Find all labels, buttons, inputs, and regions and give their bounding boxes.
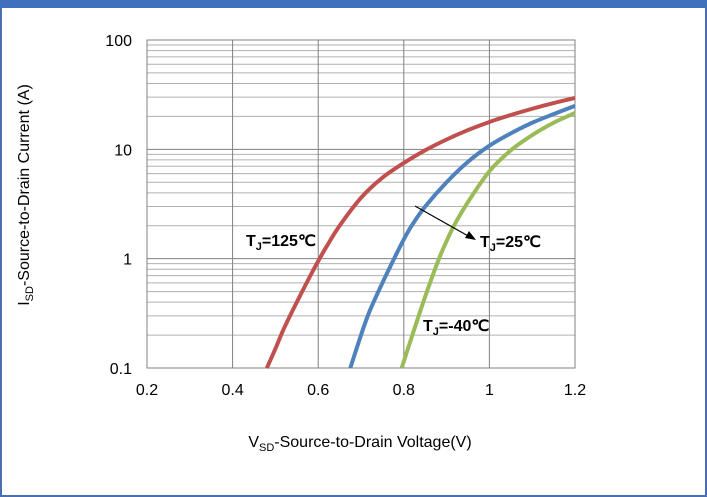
y-tick-label: 10 [114, 142, 132, 159]
annotation-tj-minus40: TJ=-40℃ [423, 318, 489, 338]
series-line-0 [265, 96, 576, 369]
y-tick-label: 100 [105, 33, 132, 50]
major-grid [146, 39, 576, 369]
y-tick-label: 0.1 [110, 361, 132, 378]
series-line-1 [348, 103, 576, 369]
annotation-tj-25: TJ=25℃ [480, 234, 541, 254]
annotation-arrowhead [465, 231, 476, 240]
series-layer [265, 96, 576, 369]
plot-area [146, 39, 576, 369]
x-tick-label: 0.6 [307, 382, 329, 399]
x-tick-label: 1.2 [564, 382, 586, 399]
minor-grid [147, 44, 575, 336]
x-tick-label: 1 [485, 382, 494, 399]
x-tick-label: 0.4 [221, 382, 243, 399]
x-tick-label: 0.8 [393, 382, 415, 399]
y-axis-label: ISD-Source-to-Drain Current (A) [16, 84, 36, 306]
annotation-tj-125: TJ=125℃ [246, 233, 316, 253]
x-axis-label: VSD-Source-to-Drain Voltage(V) [248, 434, 471, 454]
y-tick-label: 1 [123, 252, 132, 269]
annotation-arrow [414, 205, 471, 238]
x-tick-labels: 0.2 0.4 0.6 0.8 1 1.2 [136, 382, 586, 399]
y-tick-labels: 0.1 1 10 100 [105, 33, 132, 378]
x-tick-label: 0.2 [136, 382, 158, 399]
series-line-2 [399, 111, 576, 369]
window-top-bar [0, 0, 707, 8]
